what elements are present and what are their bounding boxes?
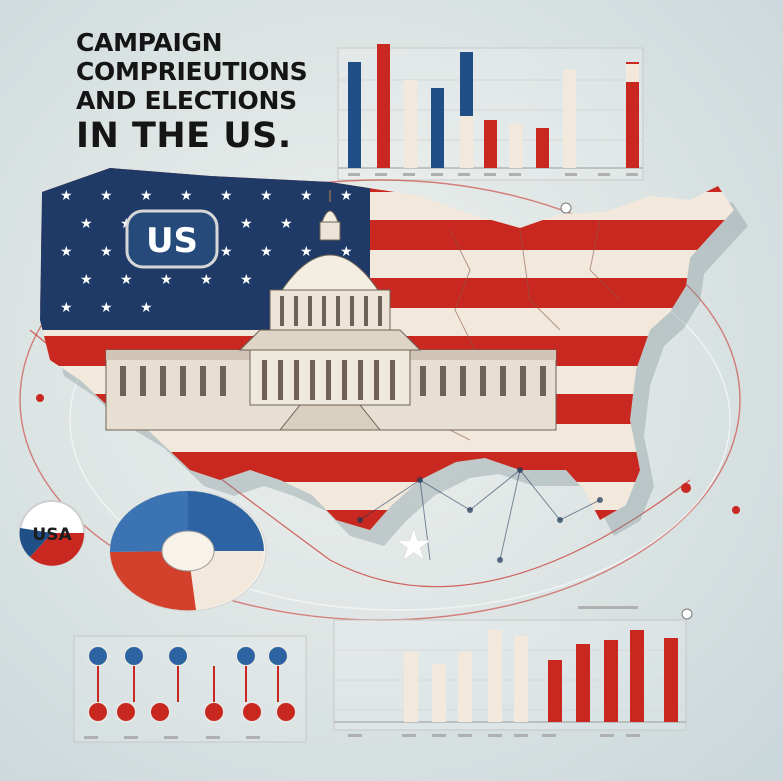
title-line-4: IN THE US. <box>76 116 292 156</box>
svg-text:★: ★ <box>100 300 113 316</box>
top-bar-8 <box>509 124 522 168</box>
svg-text:★: ★ <box>160 272 173 288</box>
svg-text:★: ★ <box>220 188 233 204</box>
us-map-badge: US <box>124 208 220 270</box>
top-bar-7 <box>484 120 497 168</box>
svg-text:★: ★ <box>140 300 153 316</box>
svg-text:★: ★ <box>300 188 313 204</box>
bottom-bar-4 <box>488 630 502 722</box>
svg-text:★: ★ <box>100 244 113 260</box>
svg-text:★: ★ <box>60 188 73 204</box>
top-bar-4 <box>431 88 444 168</box>
svg-text:★: ★ <box>60 300 73 316</box>
usa-badge-text: USA <box>32 525 72 545</box>
svg-text:★: ★ <box>300 244 313 260</box>
svg-text:★: ★ <box>280 216 293 232</box>
svg-text:★: ★ <box>60 244 73 260</box>
svg-text:★: ★ <box>80 216 93 232</box>
bottom-bar-7 <box>576 644 590 722</box>
bottom-bar-8 <box>604 640 618 722</box>
page-title: CAMPAIGN COMPRIEUTIONS AND ELECTIONS IN … <box>76 30 366 154</box>
top-bar-1 <box>348 62 361 168</box>
bottom-bar-6 <box>548 660 562 722</box>
svg-text:★: ★ <box>240 216 253 232</box>
star-icon: ★ <box>394 520 433 571</box>
top-bar-9 <box>536 128 549 168</box>
bottom-bar-9 <box>630 630 644 722</box>
bottom-bar-chart <box>330 600 710 750</box>
top-bar-3 <box>404 80 417 168</box>
donut-chart <box>106 486 270 616</box>
top-bar-6 <box>460 116 473 168</box>
svg-text:★: ★ <box>80 272 93 288</box>
svg-text:★: ★ <box>120 272 133 288</box>
bottom-left-chart <box>72 634 308 746</box>
top-bar-12 <box>626 64 639 82</box>
top-bar-10 <box>563 70 576 168</box>
svg-text:★: ★ <box>340 188 353 204</box>
svg-text:★: ★ <box>240 272 253 288</box>
capitol-icon <box>105 190 557 431</box>
title-line-1: CAMPAIGN <box>76 28 223 57</box>
bottom-bar-5 <box>514 636 528 722</box>
top-bar-2 <box>377 44 390 168</box>
title-line-3: AND ELECTIONS <box>76 86 297 115</box>
svg-text:★: ★ <box>260 244 273 260</box>
svg-text:★: ★ <box>340 244 353 260</box>
top-bar-chart <box>330 40 660 190</box>
svg-text:★: ★ <box>140 188 153 204</box>
bottom-bar-1 <box>404 652 418 722</box>
svg-text:★: ★ <box>180 188 193 204</box>
svg-text:★: ★ <box>200 272 213 288</box>
us-badge-text: US <box>146 221 198 261</box>
top-bar-11 <box>626 62 639 168</box>
usa-pie-badge: USA <box>12 498 94 568</box>
bottom-bar-10 <box>664 638 678 722</box>
svg-text:★: ★ <box>220 244 233 260</box>
bottom-bar-2 <box>432 664 446 722</box>
bottom-bar-3 <box>458 652 472 722</box>
svg-text:★: ★ <box>260 188 273 204</box>
svg-text:★: ★ <box>100 188 113 204</box>
title-line-2: COMPRIEUTIONS <box>76 57 308 86</box>
